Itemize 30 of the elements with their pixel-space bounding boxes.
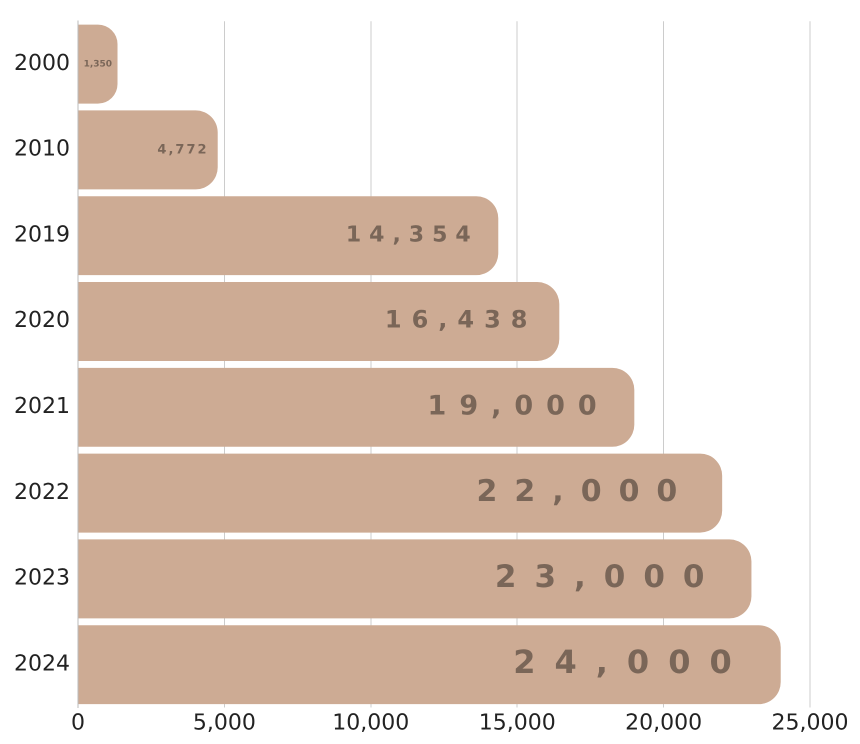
bar: [78, 282, 560, 361]
y-tick-label: 2024: [14, 651, 70, 676]
x-tick-label: 20,000: [625, 710, 702, 736]
data-label: 14,354: [346, 222, 479, 248]
y-tick-label: 2020: [14, 308, 70, 334]
bar: [78, 454, 722, 533]
y-tick-label: 2000: [14, 50, 70, 76]
y-tick-label: 2010: [14, 136, 70, 162]
data-label: 19,000: [428, 390, 610, 422]
data-label: 16,438: [384, 306, 538, 334]
x-tick-label: 25,000: [772, 710, 848, 736]
y-tick-label: 2022: [14, 480, 70, 505]
data-label: 4,772: [157, 142, 209, 158]
data-label: 23,000: [494, 558, 723, 595]
x-tick-label: 15,000: [478, 710, 556, 736]
y-tick-label: 2023: [14, 566, 70, 591]
bar: [78, 625, 781, 704]
data-label: 1,350: [84, 59, 112, 70]
bar: [78, 24, 118, 104]
x-tick-label: 0: [70, 710, 85, 736]
data-label: 22,000: [476, 474, 694, 509]
x-tick-label: 5,000: [192, 710, 256, 736]
y-tick-label: 2021: [14, 394, 70, 420]
bar: [78, 539, 752, 618]
bar: [78, 368, 634, 447]
x-tick-label: 10,000: [332, 710, 410, 736]
bar: [78, 196, 498, 276]
data-label: 24,000: [513, 643, 751, 682]
y-tick-label: 2019: [14, 222, 70, 248]
bar: [78, 110, 218, 190]
